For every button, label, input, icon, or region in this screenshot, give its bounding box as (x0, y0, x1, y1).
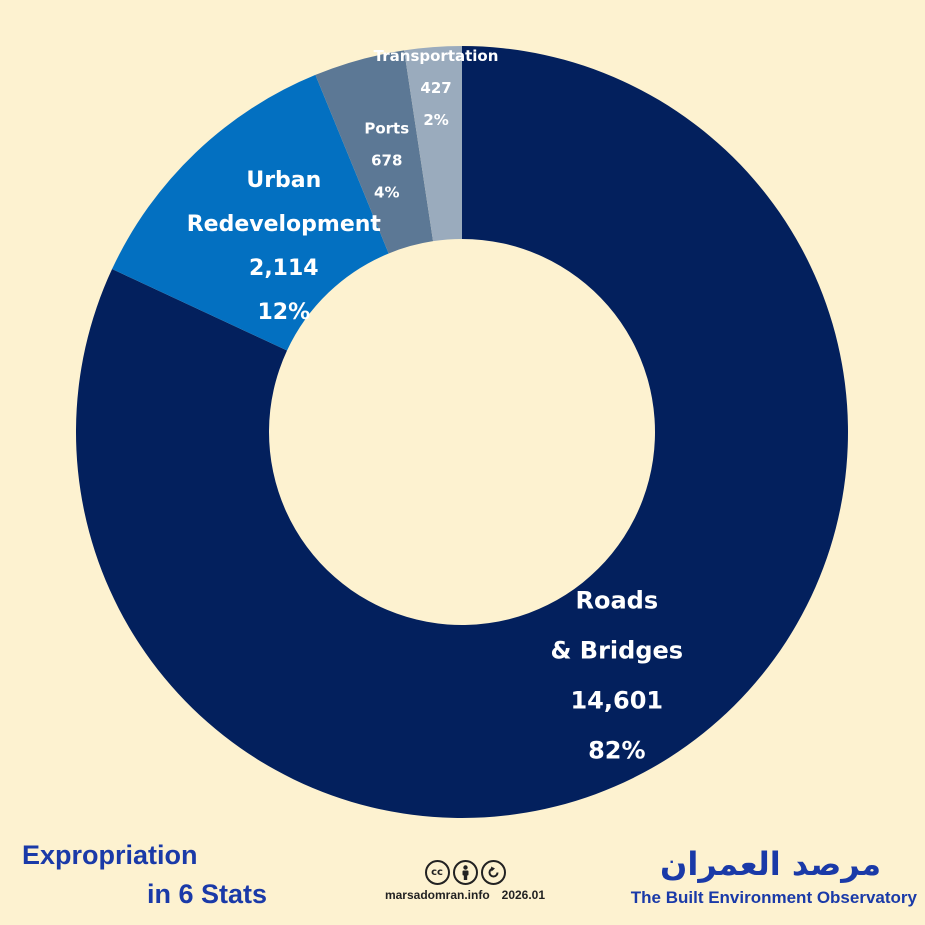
slice-name-roads-bridges: & Bridges (551, 636, 684, 664)
credits: cc marsadomran.info 2026.01 (375, 860, 555, 902)
credit-text: marsadomran.info 2026.01 (375, 888, 555, 902)
license-icons: cc (375, 860, 555, 885)
slice-name-urban-redevelopment: Urban (246, 168, 321, 193)
slice-percent-ports: 4% (374, 183, 399, 201)
slice-urban-redevelopment (112, 74, 389, 351)
slice-value-ports: 678 (371, 151, 402, 169)
slice-roads-bridges (76, 46, 849, 818)
credit-site: marsadomran.info (384, 888, 490, 902)
slice-value-roads-bridges: 14,601 (570, 686, 663, 714)
credit-date: 2026.01 (501, 888, 546, 902)
slice-name-transportation: Transportation (374, 47, 499, 65)
slice-value-urban-redevelopment: 2,114 (249, 256, 319, 281)
slice-transportation (404, 46, 462, 242)
brand-english: The Built Environment Observatory (630, 888, 917, 907)
slice-label-ports: Ports 678 4% (364, 119, 409, 201)
slice-name-roads-bridges: Roads (575, 586, 658, 614)
slice-percent-urban-redevelopment: 12% (257, 300, 310, 325)
chart-title-line-1: Expropriation (22, 840, 198, 870)
chart-title-line-2: in 6 Stats (147, 879, 268, 909)
brand-arabic: مرصد العمران (660, 845, 881, 883)
by-attribution-icon (452, 860, 478, 885)
slice-value-transportation: 427 (420, 79, 451, 97)
brand-logo: مرصد العمران The Built Environment Obser… (631, 848, 917, 908)
slice-percent-transportation: 2% (423, 111, 448, 129)
share-alike-icon (480, 860, 506, 885)
slice-name-ports: Ports (364, 119, 409, 137)
slice-label-transportation: Transportation 427 2% (374, 47, 499, 129)
slice-label-urban-redevelopment: Urban Redevelopment 2,114 12% (187, 168, 382, 325)
slice-name-urban-redevelopment: Redevelopment (187, 212, 382, 237)
cc-icon: cc (424, 860, 450, 885)
slice-ports (315, 50, 434, 254)
slice-percent-roads-bridges: 82% (588, 736, 645, 764)
slice-label-roads-bridges: Roads & Bridges 14,601 82% (551, 586, 684, 764)
